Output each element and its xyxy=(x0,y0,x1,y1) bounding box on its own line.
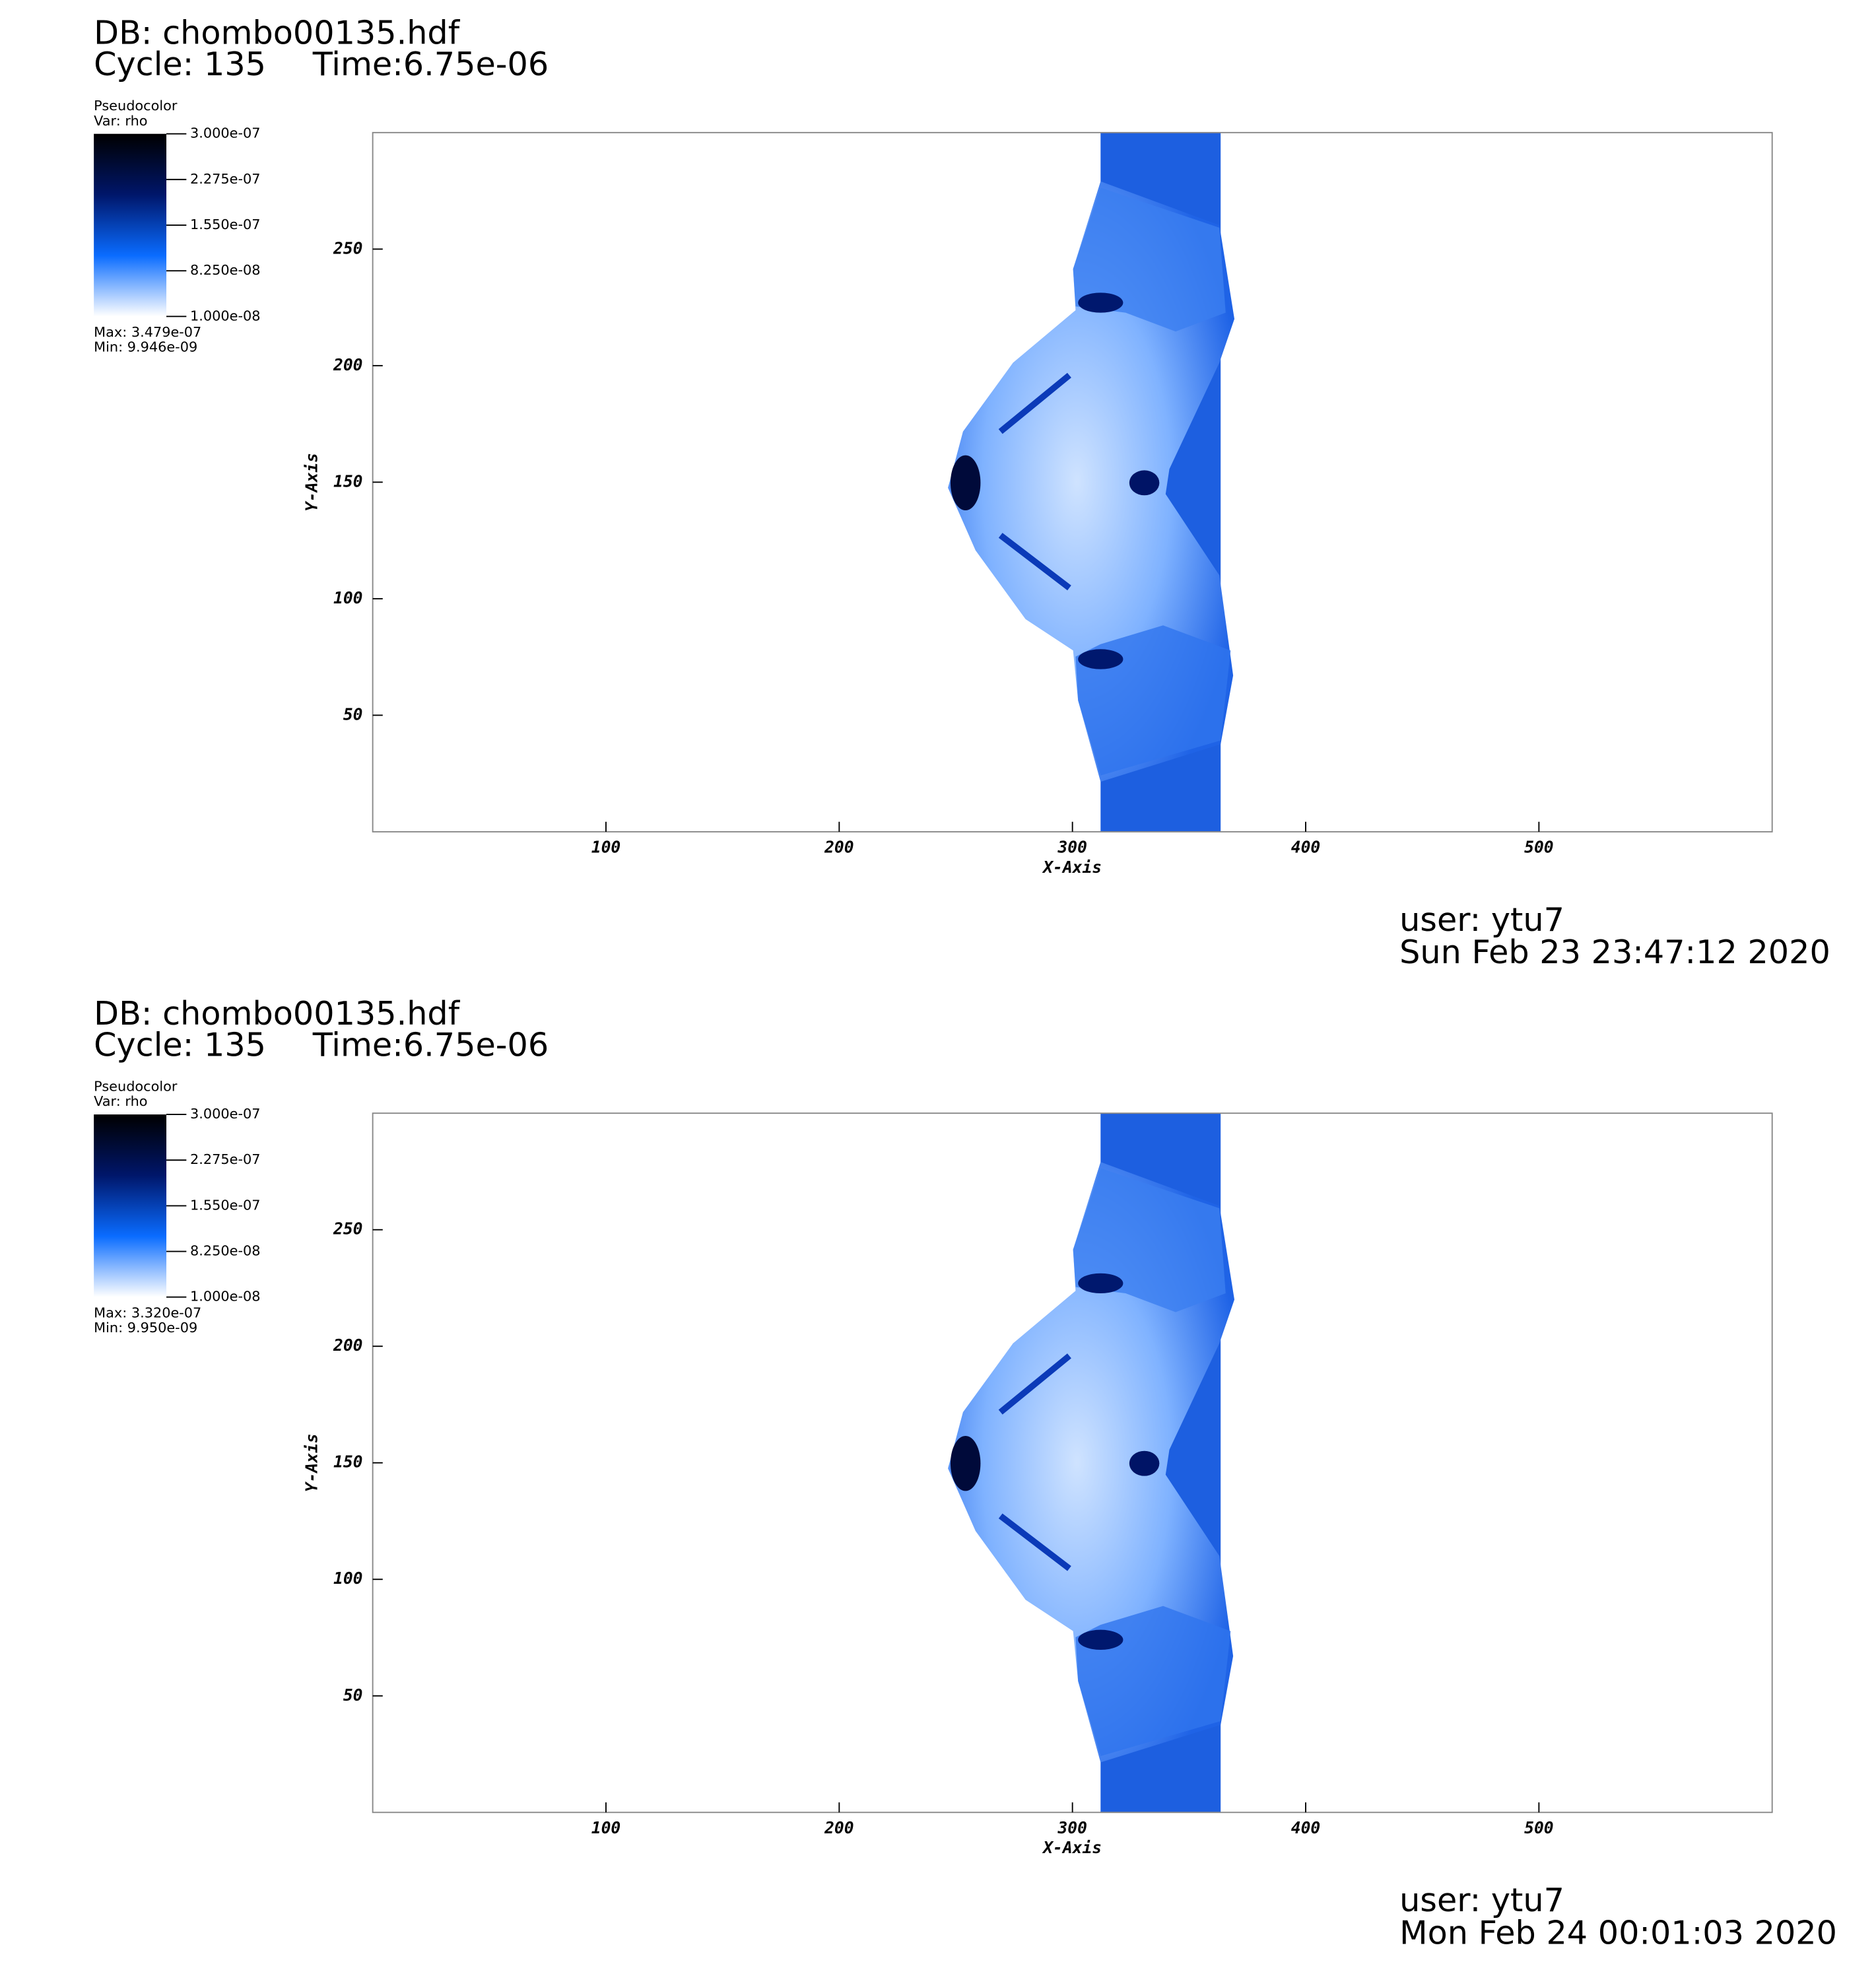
x-tick-label: 100 xyxy=(591,838,620,857)
x-tick-label: 100 xyxy=(591,1818,620,1837)
min-label: Min: 9.950e-09 xyxy=(94,1320,197,1336)
field xyxy=(948,133,1234,832)
date: Mon Feb 24 00:01:03 2020 xyxy=(1399,1913,1837,1952)
max-label: Max: 3.320e-07 xyxy=(94,1305,201,1320)
y-tick-label: 150 xyxy=(333,1452,362,1472)
x-tick-label: 500 xyxy=(1524,1818,1553,1837)
y-tick-label: 250 xyxy=(333,238,362,257)
y-tick-label: 50 xyxy=(343,704,363,724)
y-tick-label: 50 xyxy=(343,1685,363,1705)
date: Sun Feb 23 23:47:12 2020 xyxy=(1399,933,1830,971)
db-title: DB: chombo00135.hdf xyxy=(94,14,461,52)
colorbar-label: 2.275e-07 xyxy=(190,171,260,187)
y-tick-label: 100 xyxy=(333,588,362,607)
x-axis-title: X-Axis xyxy=(1042,858,1102,877)
y-axis-title: Y-Axis xyxy=(302,453,321,512)
colorbar-label: 1.000e-08 xyxy=(190,1289,260,1305)
min-label: Min: 9.946e-09 xyxy=(94,339,197,355)
x-tick-label: 400 xyxy=(1291,838,1320,857)
time: Time:6.75e-06 xyxy=(312,1025,549,1064)
colorbar xyxy=(94,1114,167,1297)
x-tick-label: 200 xyxy=(824,838,854,857)
x-tick-label: 500 xyxy=(1524,838,1553,857)
colorbar-label: 1.550e-07 xyxy=(190,1197,260,1213)
max-label: Max: 3.479e-07 xyxy=(94,324,201,340)
colorbar-label: 8.250e-08 xyxy=(190,1243,260,1259)
y-tick-label: 250 xyxy=(333,1219,362,1239)
y-tick-label: 200 xyxy=(333,1336,362,1355)
x-axis-title: X-Axis xyxy=(1042,1838,1102,1857)
colorbar-label: 3.000e-07 xyxy=(190,1106,260,1122)
x-tick-label: 200 xyxy=(824,1818,854,1837)
legend-var: Var: rho xyxy=(94,113,147,129)
y-tick-label: 100 xyxy=(333,1569,362,1588)
legend-title: Pseudocolor xyxy=(94,1078,178,1094)
cycle: Cycle: 135 xyxy=(94,1025,266,1064)
db-title: DB: chombo00135.hdf xyxy=(94,994,461,1033)
field xyxy=(948,1113,1234,1812)
colorbar-label: 1.550e-07 xyxy=(190,217,260,232)
cycle: Cycle: 135 xyxy=(94,45,266,83)
x-tick-label: 400 xyxy=(1291,1818,1320,1837)
colorbar-label: 2.275e-07 xyxy=(190,1151,260,1167)
colorbar-label: 3.000e-07 xyxy=(190,125,260,141)
x-tick-label: 300 xyxy=(1057,1818,1087,1837)
y-tick-label: 200 xyxy=(333,355,362,374)
user: user: ytu7 xyxy=(1399,1881,1564,1919)
colorbar-label: 8.250e-08 xyxy=(190,262,260,278)
legend-title: Pseudocolor xyxy=(94,98,178,114)
y-axis-title: Y-Axis xyxy=(302,1433,321,1492)
y-tick-label: 150 xyxy=(333,471,362,491)
legend-var: Var: rho xyxy=(94,1093,147,1109)
x-tick-label: 300 xyxy=(1057,838,1087,857)
colorbar-label: 1.000e-08 xyxy=(190,308,260,323)
user: user: ytu7 xyxy=(1399,900,1564,939)
colorbar xyxy=(94,133,167,317)
time: Time:6.75e-06 xyxy=(312,45,549,83)
